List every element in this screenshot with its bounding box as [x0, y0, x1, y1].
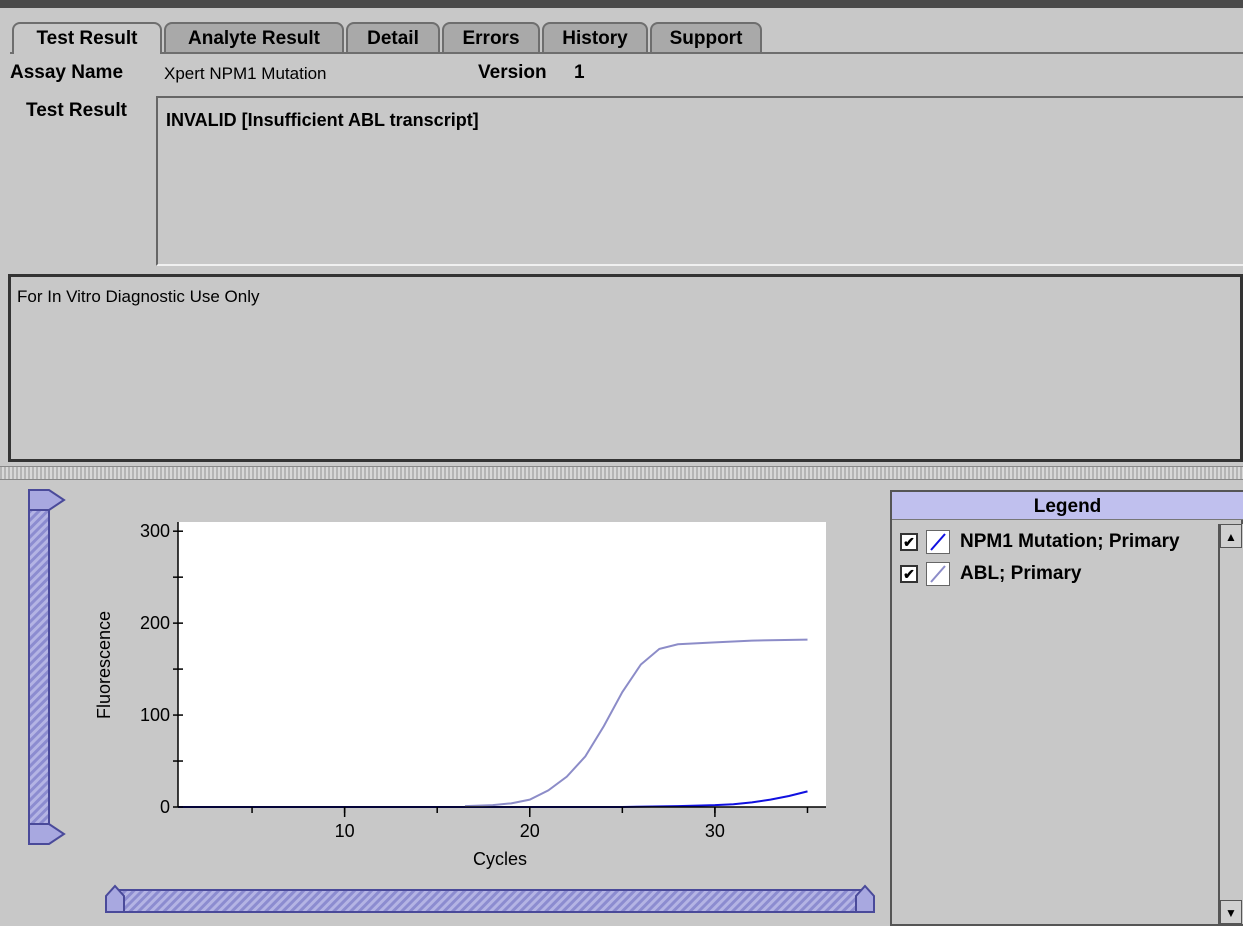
slider-top-handle[interactable] [28, 489, 66, 511]
line-swatch-icon [926, 530, 950, 554]
disclaimer-text: For In Vitro Diagnostic Use Only [17, 287, 260, 306]
assay-name-value: Xpert NPM1 Mutation [164, 64, 327, 83]
x-tick-label: 10 [335, 821, 355, 841]
y-tick-label: 200 [140, 613, 170, 633]
legend-checkbox-npm1[interactable]: ✔ [900, 533, 918, 551]
legend-scrollbar[interactable]: ▲ ▼ [1218, 524, 1243, 924]
tab-errors[interactable]: Errors [442, 22, 540, 52]
legend-title: Legend [892, 492, 1243, 520]
legend-label-abl: ABL; Primary [960, 563, 1082, 584]
test-result-value: INVALID [Insufficient ABL transcript] [166, 110, 479, 130]
slider-left-handle[interactable] [105, 884, 125, 913]
scroll-down-arrow-icon[interactable]: ▼ [1220, 900, 1242, 924]
tab-test-result[interactable]: Test Result [12, 22, 162, 54]
tab-analyte-result[interactable]: Analyte Result [164, 22, 344, 52]
slider-track[interactable] [119, 889, 863, 913]
test-result-box: INVALID [Insufficient ABL transcript] [156, 96, 1243, 266]
horizontal-range-slider[interactable] [100, 880, 880, 920]
legend-item-abl[interactable]: ✔ ABL; Primary [900, 560, 1081, 588]
tab-detail[interactable]: Detail [346, 22, 440, 52]
version-value: 1 [574, 62, 585, 83]
test-result-label: Test Result [26, 100, 128, 121]
fluorescence-chart: 10 20 30 0 100 200 300 Cycles Fluorescence [94, 521, 826, 869]
split-pane-divider[interactable] [0, 466, 1243, 480]
legend-label-npm1: NPM1 Mutation; Primary [960, 531, 1180, 552]
scroll-up-arrow-icon[interactable]: ▲ [1220, 524, 1242, 548]
x-tick-label: 30 [705, 821, 725, 841]
x-tick-label: 20 [520, 821, 540, 841]
tab-support[interactable]: Support [650, 22, 762, 52]
legend-item-npm1[interactable]: ✔ NPM1 Mutation; Primary [900, 528, 1180, 556]
slider-right-handle[interactable] [855, 884, 875, 913]
line-swatch-icon [926, 562, 950, 586]
tab-history[interactable]: History [542, 22, 648, 52]
y-tick-label: 300 [140, 521, 170, 541]
legend-checkbox-abl[interactable]: ✔ [900, 565, 918, 583]
version-label: Version [478, 62, 547, 83]
y-tick-label: 0 [160, 797, 170, 817]
slider-bottom-handle[interactable] [28, 823, 66, 845]
y-axis-label: Fluorescence [94, 611, 114, 719]
x-axis-label: Cycles [473, 849, 527, 869]
tab-strip-border [10, 52, 1243, 54]
series-line-abl [464, 638, 808, 808]
assay-name-label: Assay Name [10, 62, 124, 83]
slider-track[interactable] [28, 507, 50, 829]
plot-area [178, 522, 826, 807]
y-tick-label: 100 [140, 705, 170, 725]
vertical-range-slider[interactable] [26, 488, 66, 848]
window-top-border [0, 0, 1243, 8]
disclaimer-box: For In Vitro Diagnostic Use Only [8, 274, 1243, 462]
